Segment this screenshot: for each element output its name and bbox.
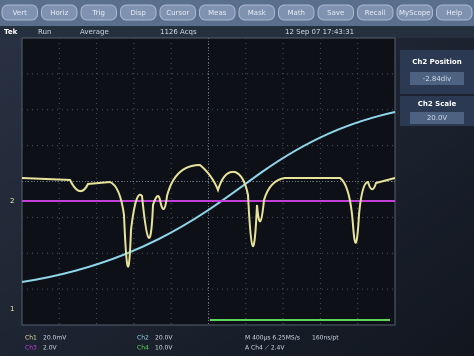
panel-value[interactable]: -2.84div xyxy=(423,75,452,83)
menu-btn-label[interactable]: Meas xyxy=(208,9,227,17)
menu-btn-label[interactable]: Help xyxy=(446,9,463,17)
menu-btn-bg[interactable] xyxy=(41,4,78,21)
panel-label: Ch2 Scale xyxy=(418,100,457,108)
cyan-trace xyxy=(21,111,396,283)
menu-btn-label[interactable]: Recall xyxy=(365,9,386,17)
panel-label: Ch2 Position xyxy=(412,58,461,66)
menu-btn[interactable]: Mask xyxy=(238,4,275,21)
menu-btn[interactable]: Vert xyxy=(1,4,38,21)
grid xyxy=(22,38,395,325)
ch1-marker: 1 xyxy=(10,305,14,313)
menu-btn-label[interactable]: Mask xyxy=(248,9,267,17)
menu-btn-bg[interactable] xyxy=(120,4,157,21)
channel-name: Ch2 xyxy=(137,335,149,342)
menu-btn-label[interactable]: MyScope xyxy=(399,9,431,17)
menu-btn-label[interactable]: Vert xyxy=(13,9,27,17)
menu: Vert Horiz Trig Disp Cursor Meas Mask Math Save R… xyxy=(1,4,473,21)
menu-bar xyxy=(0,0,474,26)
menu-btn-bg[interactable] xyxy=(238,4,275,21)
footer: Ch1 20.0mV Ch2 20.0V Ch3 2.0V Ch4 10.0V xyxy=(25,335,173,352)
status-bar xyxy=(0,26,474,38)
menu-btn-label[interactable]: Cursor xyxy=(166,9,189,17)
menu-btn-bg[interactable] xyxy=(396,4,433,21)
channel-scale: 20.0mV xyxy=(43,335,67,342)
yellow-trace xyxy=(21,163,396,268)
menu-btn[interactable]: Help xyxy=(436,4,473,21)
menu-btn-bg[interactable] xyxy=(80,4,117,21)
trigger: A Ch4 ⟋ 2.4V xyxy=(245,345,285,352)
menu-btn-bg[interactable] xyxy=(159,4,196,21)
menu-btn-bg[interactable] xyxy=(199,4,236,21)
menu-btn[interactable]: Trig xyxy=(80,4,117,21)
menu-btn-label[interactable]: Disp xyxy=(131,9,147,17)
resolution: 160ns/pt xyxy=(312,335,339,342)
timebase: M 400µs 6.25MS/s xyxy=(245,335,300,342)
menu-btn-label[interactable]: Trig xyxy=(91,9,105,17)
menu-btn-label[interactable]: Math xyxy=(287,9,305,17)
menu-btn[interactable]: Meas xyxy=(199,4,236,21)
menu-btn[interactable]: Save xyxy=(317,4,354,21)
panel-value[interactable]: 20.0V xyxy=(427,114,448,122)
menu-btn-bg[interactable] xyxy=(317,4,354,21)
menu-btn-bg[interactable] xyxy=(278,4,315,21)
channel-name: Ch3 xyxy=(25,345,37,352)
channel-scale: 20.0V xyxy=(155,335,173,342)
menu-btn[interactable]: MyScope xyxy=(396,4,433,21)
ch2-marker: 2 xyxy=(10,197,14,205)
channel-scale: 10.0V xyxy=(155,345,173,352)
menu-btn-bg[interactable] xyxy=(357,4,394,21)
timestamp: 12 Sep 07 17:43:31 xyxy=(285,28,354,36)
panel-value-box xyxy=(410,112,464,124)
channel-name: Ch1 xyxy=(25,335,37,342)
menu-btn[interactable]: Recall xyxy=(357,4,394,21)
panel-value-box xyxy=(410,72,464,85)
channel-scale: 2.0V xyxy=(43,345,58,352)
menu-btn-bg[interactable] xyxy=(1,4,38,21)
menu-btn-label[interactable]: Save xyxy=(327,9,344,17)
acq-count: 1126 Acqs xyxy=(160,28,197,36)
menu-btn[interactable]: Math xyxy=(278,4,315,21)
channel-name: Ch4 xyxy=(137,345,149,352)
menu-btn-bg[interactable] xyxy=(436,4,473,21)
menu-btn[interactable]: Cursor xyxy=(159,4,196,21)
menu-btn[interactable]: Horiz xyxy=(41,4,78,21)
menu-btn[interactable]: Disp xyxy=(120,4,157,21)
menu-btn-label[interactable]: Horiz xyxy=(50,9,68,17)
acq-mode: Average xyxy=(80,28,109,36)
run-state: Run xyxy=(38,28,51,36)
brand: Tek xyxy=(4,28,18,36)
